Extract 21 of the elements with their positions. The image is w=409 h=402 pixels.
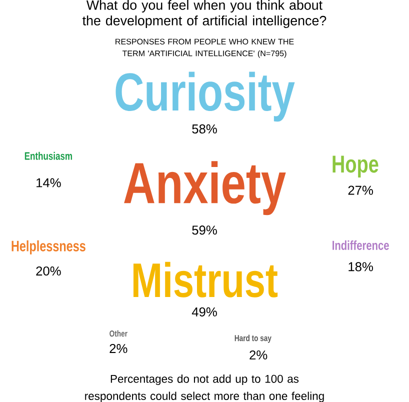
text: Percentages do not add up to 100 as respondents could select more than one feeling xyxy=(85,374,324,402)
data-label: 18% xyxy=(348,262,373,272)
category-label: Indifference xyxy=(332,240,389,250)
category-label: Hope xyxy=(332,156,378,178)
category-label: Anxiety xyxy=(124,161,286,216)
data-label: 49% xyxy=(192,307,217,316)
category-label: Helplessness xyxy=(12,240,86,254)
data-label: 27% xyxy=(348,186,373,195)
data-label: 20% xyxy=(36,266,61,276)
data-label: 14% xyxy=(36,178,61,188)
category-label: Mistrust xyxy=(133,262,278,298)
text: What do you feel when you think about the development of artificial intelligence? xyxy=(82,0,326,28)
data-label: 2% xyxy=(250,350,268,360)
data-label: 58% xyxy=(192,124,217,134)
text: RESPONSES FROM PEOPLE WHO KNEW THE TERM 'ARTIFICIAL INTELLIGENCE' (N=795) xyxy=(116,38,294,58)
category-label: Curiosity xyxy=(116,72,295,122)
data-label: 59% xyxy=(192,225,217,235)
data-label: 2% xyxy=(110,344,128,353)
category-label: Hard to say xyxy=(234,334,272,343)
category-label: Enthusiasm xyxy=(24,152,72,160)
category-label: Other xyxy=(110,330,128,337)
